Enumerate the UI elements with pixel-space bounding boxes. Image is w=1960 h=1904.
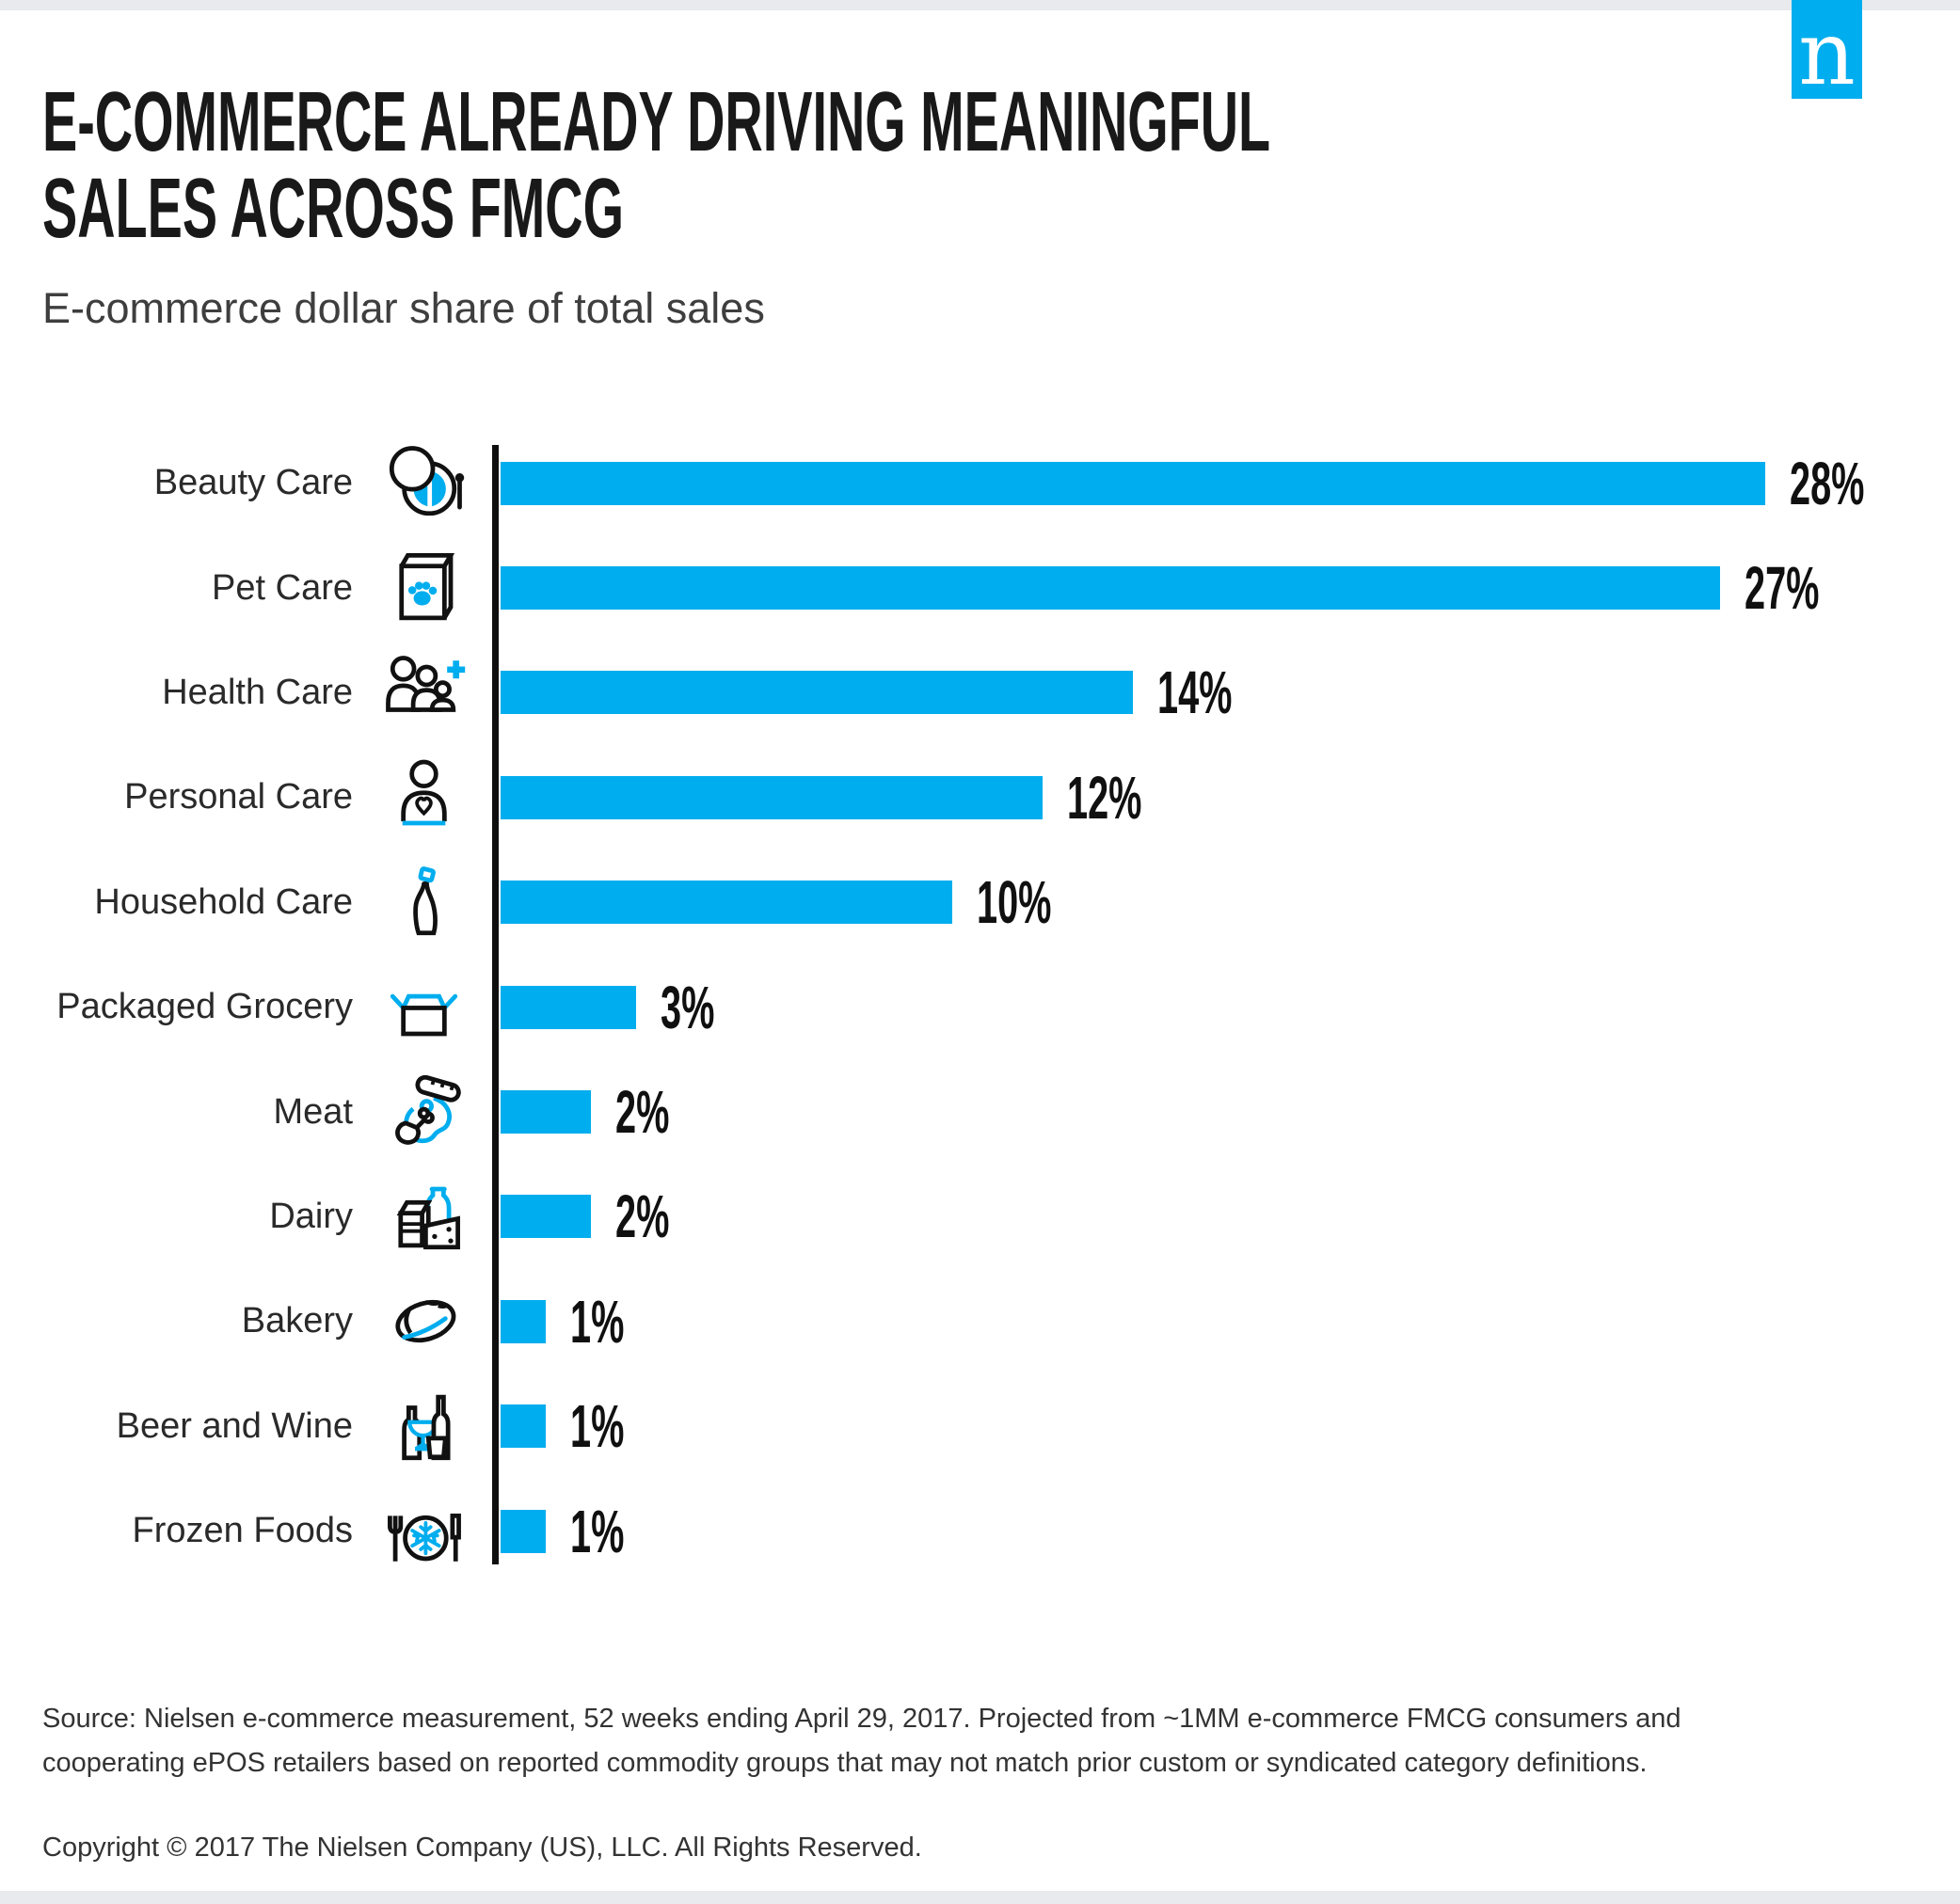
bar-track: 10% — [494, 867, 1951, 937]
category-label: Personal Care — [124, 777, 353, 817]
value-label: 12% — [1067, 763, 1142, 832]
open-box-icon — [353, 962, 494, 1052]
bar-track: 2% — [494, 1182, 1951, 1251]
bar — [501, 1509, 546, 1553]
category-label: Pet Care — [212, 567, 353, 608]
bar — [501, 1299, 546, 1343]
bar-track: 12% — [494, 763, 1951, 833]
bar-track: 27% — [494, 553, 1951, 623]
chart-subtitle: E-commerce dollar share of total sales — [42, 284, 765, 332]
chart-row-dairy: Dairy 2% — [42, 1165, 1951, 1269]
bar-track: 28% — [494, 449, 1951, 518]
category-label: Meat — [273, 1091, 353, 1132]
value-label: 27% — [1745, 554, 1820, 623]
chart-row-beer-and-wine: Beer and Wine 1% — [42, 1374, 1951, 1479]
chart-row-meat: Meat 2% — [42, 1059, 1951, 1164]
category-label: Packaged Grocery — [56, 987, 353, 1027]
value-label: 14% — [1157, 658, 1233, 727]
category-label: Beauty Care — [153, 463, 353, 503]
meat-icon — [353, 1068, 494, 1157]
chart-axis — [492, 445, 499, 1564]
family-health-plus-icon — [353, 648, 494, 738]
bread-icon — [353, 1277, 494, 1366]
copyright-note: Copyright © 2017 The Nielsen Company (US… — [42, 1833, 922, 1863]
bar — [501, 1195, 591, 1239]
value-label: 28% — [1790, 449, 1865, 517]
bar — [501, 881, 952, 925]
bar — [501, 775, 1043, 819]
chart-row-beauty-care: Beauty Care 28% — [42, 431, 1951, 535]
category-label: Health Care — [162, 672, 353, 712]
bar-chart: Beauty Care 28% Pet Care 27% Health Care — [42, 431, 1951, 1583]
bottom-accent-strip — [0, 1891, 1960, 1904]
category-label: Bakery — [241, 1301, 353, 1341]
value-label: 1% — [570, 1287, 625, 1356]
makeup-compact-icon — [353, 438, 494, 528]
value-label: 2% — [615, 1078, 670, 1147]
category-label: Dairy — [269, 1196, 353, 1236]
cleaning-bottle-icon — [353, 858, 494, 947]
value-label: 2% — [615, 1182, 670, 1251]
value-label: 1% — [570, 1497, 625, 1565]
bar — [501, 671, 1133, 715]
chart-row-packaged-grocery: Packaged Grocery 3% — [42, 955, 1951, 1059]
page-title-line2: SALES ACROSS FMCG — [42, 162, 624, 256]
bar-track: 3% — [494, 973, 1951, 1042]
person-heart-icon — [353, 753, 494, 842]
bar — [501, 985, 636, 1029]
source-note-line2: cooperating ePOS retailers based on repo… — [42, 1748, 1648, 1778]
bar — [501, 566, 1720, 611]
bar-track: 1% — [494, 1497, 1951, 1566]
chart-row-bakery: Bakery 1% — [42, 1269, 1951, 1373]
bar-track: 14% — [494, 658, 1951, 727]
source-note-line1: Source: Nielsen e-commerce measurement, … — [42, 1704, 1681, 1734]
dairy-icon — [353, 1172, 494, 1261]
chart-row-household-care: Household Care 10% — [42, 850, 1951, 955]
chart-row-frozen-foods: Frozen Foods 1% — [42, 1479, 1951, 1583]
bar — [501, 1090, 591, 1134]
bar — [501, 461, 1765, 505]
top-accent-strip — [0, 0, 1960, 10]
chart-row-pet-care: Pet Care 27% — [42, 535, 1951, 640]
chart-row-health-care: Health Care 14% — [42, 641, 1951, 745]
bar — [501, 1404, 546, 1449]
category-label: Household Care — [94, 881, 353, 922]
bar-track: 1% — [494, 1287, 1951, 1357]
bar-track: 2% — [494, 1077, 1951, 1147]
source-note: Source: Nielsen e-commerce measurement, … — [42, 1697, 1915, 1785]
frozen-plate-icon — [353, 1486, 494, 1576]
nielsen-logo: n — [1792, 0, 1862, 99]
page-title-line1: E-COMMERCE ALREADY DRIVING MEANINGFUL — [42, 75, 1271, 169]
chart-rows: Beauty Care 28% Pet Care 27% Health Care — [42, 431, 1951, 1583]
bar-track: 1% — [494, 1391, 1951, 1461]
nielsen-logo-letter: n — [1798, 2, 1856, 105]
beer-wine-icon — [353, 1382, 494, 1471]
value-label: 10% — [977, 868, 1052, 937]
value-label: 3% — [661, 973, 715, 1041]
page-title: E-COMMERCE ALREADY DRIVING MEANINGFUL SA… — [42, 79, 1960, 252]
pet-food-bag-icon — [353, 544, 494, 633]
chart-row-personal-care: Personal Care 12% — [42, 745, 1951, 849]
category-label: Beer and Wine — [116, 1405, 353, 1446]
value-label: 1% — [570, 1392, 625, 1461]
category-label: Frozen Foods — [132, 1511, 353, 1551]
